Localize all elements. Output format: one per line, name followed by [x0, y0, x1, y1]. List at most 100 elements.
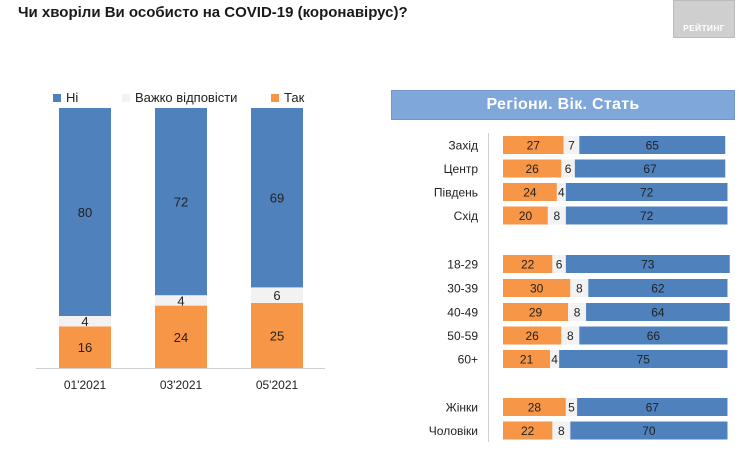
- y-tick-label-region-1: Центр: [444, 162, 479, 176]
- bar-yes-0: [59, 326, 111, 368]
- hdata-label-no-2: 72: [640, 186, 654, 200]
- x-tick-label-0: 01'2021: [64, 378, 107, 392]
- hbar-yes-4: [503, 255, 553, 273]
- y-tick-label-region-3: Схід: [454, 209, 478, 223]
- bar-no-1: [155, 108, 207, 296]
- hbar-yes-9: [503, 398, 566, 416]
- data-label-hard-1: 4: [177, 293, 184, 308]
- hbar-yes-6: [503, 303, 569, 321]
- hbar-hard-6: [568, 303, 587, 321]
- hbar-hard-4: [552, 255, 566, 273]
- hbar-no-4: [565, 255, 730, 273]
- hdata-label-yes-7: 26: [526, 329, 540, 343]
- data-label-yes-2: 25: [270, 329, 284, 344]
- hdata-label-no-5: 62: [651, 282, 665, 296]
- hbar-no-6: [586, 303, 730, 321]
- y-tick-label-age-6: 40-49: [447, 306, 478, 320]
- legend-item-no: Ні: [53, 90, 78, 105]
- legend-label-yes: Так: [284, 90, 305, 105]
- hdata-label-hard-4: 6: [556, 258, 563, 272]
- hbar-hard-2: [556, 183, 566, 201]
- hdata-label-yes-6: 29: [529, 306, 543, 320]
- hbar-yes-10: [503, 421, 553, 440]
- hdata-label-yes-9: 28: [528, 401, 542, 415]
- hdata-label-hard-10: 8: [558, 424, 565, 438]
- y-tick-label-age-8: 60+: [458, 353, 478, 367]
- hdata-label-yes-3: 20: [519, 209, 533, 223]
- y-tick-label-sex-10: Чоловіки: [429, 424, 478, 438]
- data-label-no-0: 80: [78, 205, 92, 220]
- x-tick-label-1: 03'2021: [160, 378, 203, 392]
- hdata-label-no-0: 65: [646, 139, 660, 153]
- hdata-label-hard-8: 4: [551, 353, 558, 367]
- hbar-hard-1: [561, 159, 575, 178]
- hbar-no-9: [577, 398, 728, 416]
- hbar-hard-0: [563, 136, 580, 154]
- hdata-label-yes-4: 22: [521, 258, 535, 272]
- hdata-label-yes-0: 27: [527, 139, 541, 153]
- bar-hard-0: [59, 316, 111, 327]
- bar-no-2: [251, 108, 303, 288]
- hdata-label-hard-0: 7: [568, 139, 575, 153]
- hdata-label-hard-1: 6: [565, 162, 572, 176]
- hdata-label-hard-5: 8: [576, 282, 583, 296]
- hbar-no-7: [579, 326, 728, 345]
- legend: Ні Важко відповісти Так: [0, 90, 380, 110]
- hbar-hard-5: [570, 279, 589, 297]
- hbar-hard-10: [552, 421, 571, 440]
- bar-yes-2: [251, 303, 303, 368]
- y-tick-label-sex-9: Жінки: [446, 401, 478, 415]
- y-tick-label-region-0: Захід: [448, 139, 478, 153]
- hdata-label-no-10: 70: [642, 424, 656, 438]
- hbar-no-1: [574, 159, 726, 178]
- legend-label-no: Ні: [66, 90, 79, 105]
- hbar-yes-0: [503, 136, 564, 154]
- hdata-label-hard-6: 8: [574, 306, 581, 320]
- bar-hard-1: [155, 295, 207, 306]
- legend-item-hard: Важко відповісти: [122, 90, 237, 105]
- hdata-label-yes-2: 24: [523, 186, 537, 200]
- legend-swatch-hard: [122, 93, 130, 102]
- hbar-yes-8: [503, 350, 551, 368]
- hbar-no-5: [588, 279, 728, 297]
- y-tick-label-region-2: Південь: [434, 186, 478, 200]
- hbar-hard-9: [565, 398, 578, 416]
- y-tick-label-age-5: 30-39: [447, 282, 478, 296]
- hbar-no-8: [559, 350, 728, 368]
- data-label-yes-0: 16: [78, 340, 92, 355]
- legend-label-hard: Важко відповісти: [135, 90, 238, 105]
- bar-no-0: [59, 108, 111, 316]
- hbar-yes-7: [503, 326, 562, 345]
- hbar-yes-5: [503, 279, 571, 297]
- hbar-hard-8: [550, 350, 560, 368]
- hbar-yes-1: [503, 159, 562, 178]
- data-label-yes-1: 24: [174, 330, 188, 345]
- hdata-label-yes-8: 21: [520, 353, 534, 367]
- hbar-hard-7: [561, 326, 580, 345]
- hdata-label-no-3: 72: [640, 209, 654, 223]
- hdata-label-no-4: 73: [641, 258, 655, 272]
- hbar-yes-2: [503, 183, 557, 201]
- y-tick-label-age-7: 50-59: [447, 329, 478, 343]
- hdata-label-no-7: 66: [647, 329, 661, 343]
- hdata-label-hard-9: 5: [568, 401, 575, 415]
- hdata-label-yes-5: 30: [530, 282, 544, 296]
- hdata-label-hard-2: 4: [558, 186, 565, 200]
- data-label-no-2: 69: [270, 191, 284, 206]
- hbar-no-3: [565, 206, 728, 225]
- hdata-label-yes-1: 26: [526, 162, 540, 176]
- hdata-label-no-1: 67: [643, 162, 657, 176]
- hdata-label-yes-10: 22: [521, 424, 535, 438]
- hdata-label-hard-7: 8: [567, 329, 574, 343]
- hdata-label-no-6: 64: [651, 306, 665, 320]
- region-header-title: Регіони. Вік. Стать: [486, 96, 640, 113]
- hdata-label-no-8: 75: [637, 353, 651, 367]
- y-tick-label-age-4: 18-29: [447, 258, 478, 272]
- legend-item-yes: Так: [271, 90, 304, 105]
- logo-text: РЕЙТИНГ: [683, 23, 725, 33]
- x-tick-label-2: 05'2021: [256, 378, 299, 392]
- hbar-hard-3: [547, 206, 566, 225]
- bar-yes-1: [155, 305, 207, 368]
- data-label-hard-2: 6: [273, 288, 280, 303]
